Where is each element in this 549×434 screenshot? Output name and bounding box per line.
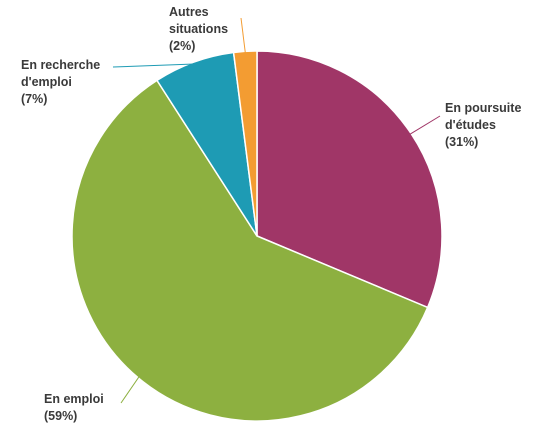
label-line: situations <box>169 22 228 36</box>
label-percent: (7%) <box>21 92 47 106</box>
label-line: d'emploi <box>21 75 72 89</box>
leader-line <box>112 63 195 68</box>
pie-slices <box>71 50 443 422</box>
leader-lines <box>112 17 441 404</box>
label-line: Autres <box>169 5 209 19</box>
label-percent: (31%) <box>445 135 478 149</box>
label-en-recherche-emploi: En recherche d'emploi (7%) <box>21 58 100 106</box>
label-line: En poursuite <box>445 101 521 115</box>
label-autres-situations: Autres situations (2%) <box>169 5 228 53</box>
label-percent: (59%) <box>44 409 77 423</box>
label-line: En recherche <box>21 58 100 72</box>
label-en-emploi: En emploi (59%) <box>44 392 104 423</box>
label-line: En emploi <box>44 392 104 406</box>
leader-line <box>409 115 441 136</box>
label-en-poursuite-etudes: En poursuite d'études (31%) <box>445 101 521 149</box>
leader-line <box>120 375 140 404</box>
label-percent: (2%) <box>169 39 195 53</box>
leader-line <box>240 17 246 54</box>
label-line: d'études <box>445 118 496 132</box>
